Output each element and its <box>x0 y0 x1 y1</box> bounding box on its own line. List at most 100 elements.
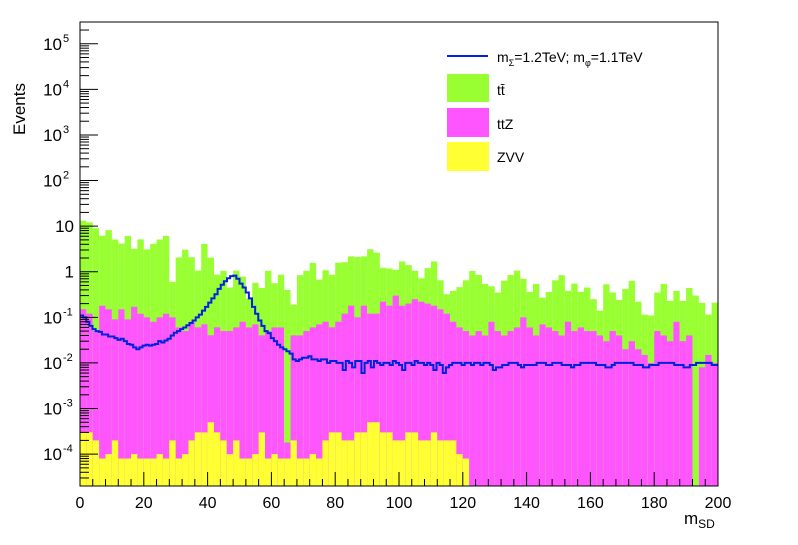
legend-signal-label: mΣ=1.2TeV; mφ=1.1TeV <box>497 49 643 68</box>
bar-ttz-55 <box>430 305 438 486</box>
legend-ttbar-swatch <box>447 74 489 102</box>
bar-zvv-55 <box>430 432 438 486</box>
bar-zvv-17 <box>188 440 195 486</box>
bar-ttz-98 <box>705 354 712 486</box>
bar-ttz-77 <box>571 331 578 486</box>
legend-zvv-swatch <box>447 142 489 171</box>
bar-zvv-24 <box>233 440 240 486</box>
bar-ttz-31 <box>277 327 285 486</box>
bar-zvv-20 <box>207 422 214 486</box>
bar-ttz-67 <box>507 331 514 486</box>
x-tick-label: 0 <box>76 495 85 512</box>
legend-ttz-swatch <box>447 108 489 137</box>
bar-ttz-1 <box>86 313 93 486</box>
bar-zvv-5 <box>111 440 119 486</box>
bar-ttz-16 <box>182 331 189 486</box>
bar-ttz-93 <box>673 321 680 486</box>
bar-ttz-49 <box>392 295 399 486</box>
bar-zvv-60 <box>462 458 470 486</box>
bar-ttz-89 <box>647 362 655 486</box>
bar-zvv-38 <box>322 440 329 486</box>
y-tick-label: 10 <box>43 80 62 99</box>
bar-ttz-4 <box>105 309 112 486</box>
bar-ttz-70 <box>526 327 533 486</box>
bar-zvv-57 <box>443 440 451 486</box>
bar-ttz-53 <box>418 301 425 486</box>
bar-zvv-3 <box>99 458 106 486</box>
bar-ttz-43 <box>354 317 361 486</box>
bar-zvv-13 <box>162 458 170 486</box>
bar-ttz-83 <box>609 331 616 486</box>
bar-ttz-78 <box>577 327 585 486</box>
bar-ttz-51 <box>405 303 412 486</box>
bar-ttz-80 <box>590 331 597 486</box>
x-axis: 0 20 40 60 80 100 120 140 160 180 200 <box>76 472 732 512</box>
y-tick-label: 10 <box>55 217 74 236</box>
bar-ttz-6 <box>118 309 125 486</box>
bar-ttz-50 <box>399 305 406 486</box>
bar-ttz-61 <box>469 335 476 486</box>
y-tick-label: 10 <box>43 35 62 54</box>
bar-zvv-46 <box>373 422 380 486</box>
y-tick-label: 10 <box>43 308 62 327</box>
bar-ttz-85 <box>622 349 629 486</box>
bar-ttz-69 <box>520 317 527 486</box>
y-tick-exponent: 3 <box>63 124 69 136</box>
bar-ttz-41 <box>341 313 348 486</box>
legend-zvv-label: ZVV <box>497 149 525 165</box>
bar-ttz-23 <box>226 331 234 486</box>
bar-zvv-1 <box>86 432 93 486</box>
bar-zvv-26 <box>245 458 253 486</box>
bar-ttz-52 <box>411 299 419 486</box>
x-tick-label: 100 <box>386 495 413 512</box>
x-tick-label: 180 <box>641 495 668 512</box>
bar-zvv-2 <box>92 440 100 486</box>
bar-ttz-3 <box>99 305 106 486</box>
bar-zvv-40 <box>335 432 342 486</box>
bar-ttz-44 <box>360 305 368 486</box>
bar-ttz-92 <box>666 341 674 486</box>
bar-zvv-10 <box>143 458 151 486</box>
bar-zvv-6 <box>118 458 125 486</box>
bar-ttz-72 <box>539 324 546 486</box>
bar-ttz-68 <box>513 327 521 486</box>
bar-zvv-30 <box>271 454 278 486</box>
legend-ttbar-label: tt̄ <box>497 82 505 98</box>
bar-ttz-74 <box>552 331 559 486</box>
y-axis-title: Events <box>10 83 29 135</box>
bar-ttz-58 <box>450 321 457 486</box>
bar-zvv-19 <box>201 432 208 486</box>
bar-ttz-38 <box>322 321 329 486</box>
bar-zvv-18 <box>194 432 202 486</box>
bar-zvv-48 <box>386 432 393 486</box>
x-tick-label: 200 <box>705 495 732 512</box>
bar-zvv-29 <box>265 458 272 486</box>
bar-ttz-95 <box>686 335 693 486</box>
bar-zvv-15 <box>175 458 183 486</box>
bar-ttz-82 <box>603 341 610 486</box>
y-tick-exponent: 5 <box>63 33 69 45</box>
y-tick-exponent: 2 <box>63 170 69 182</box>
bar-zvv-47 <box>379 432 387 486</box>
bar-zvv-11 <box>150 458 157 486</box>
bar-ttz-56 <box>437 309 444 486</box>
legend-ttz-label: ttZ <box>497 116 514 132</box>
bar-ttz-91 <box>660 335 667 486</box>
y-tick-label: 10 <box>43 126 62 145</box>
y-tick-exponent: -2 <box>63 352 73 364</box>
x-tick-label: 140 <box>513 495 540 512</box>
bar-zvv-51 <box>405 432 412 486</box>
bar-ttz-34 <box>296 335 304 486</box>
bar-zvv-27 <box>252 454 259 486</box>
bar-ttz-57 <box>443 313 451 486</box>
bar-zvv-0 <box>80 432 87 486</box>
bar-ttz-33 <box>290 335 297 486</box>
bar-zvv-49 <box>392 440 399 486</box>
bar-zvv-9 <box>137 458 144 486</box>
bar-ttz-22 <box>220 330 227 486</box>
bar-zvv-14 <box>169 440 176 486</box>
bar-zvv-37 <box>316 458 323 486</box>
bar-ttz-8 <box>131 306 138 486</box>
bar-zvv-25 <box>239 458 246 486</box>
